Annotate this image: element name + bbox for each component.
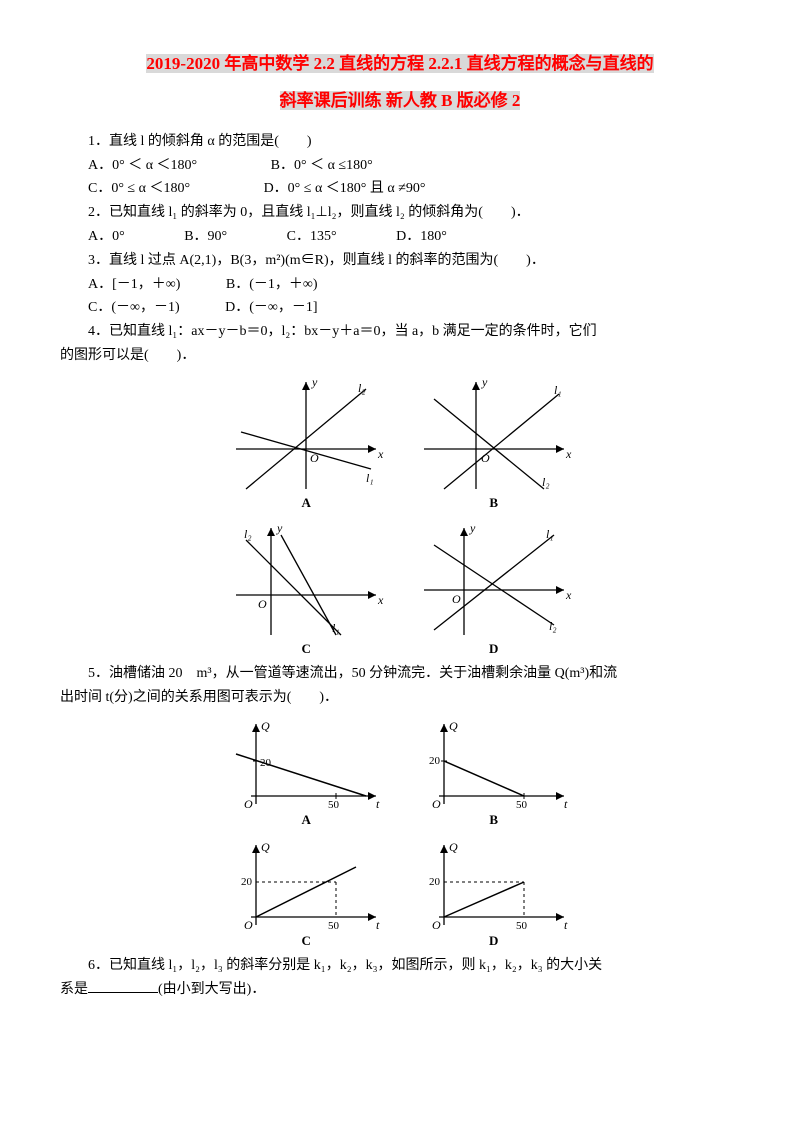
q1-opts-cd: C．0° ≤ α ＜180° D．0° ≤ α ＜180° 且 α ≠90° xyxy=(60,177,740,201)
svg-text:l₂: l₂ xyxy=(549,619,557,633)
svg-text:y: y xyxy=(311,375,318,389)
svg-text:y: y xyxy=(469,521,476,535)
q4-label-a: A xyxy=(226,492,386,514)
q5-fig-d: Q t O 20 50 xyxy=(414,837,574,932)
title-line1: 2019-2020 年高中数学 2.2 直线的方程 2.2.1 直线方程的概念与… xyxy=(146,54,653,73)
q5-figs-row2: Q t O 20 50 C Q t xyxy=(60,837,740,952)
q2-a: A．0° xyxy=(88,229,125,244)
q2-c: C．135° xyxy=(287,229,337,244)
q5-stem-pre: 5．油槽储油 20 m³，从一管道等速流出，50 分钟流完．关于油槽剩余油量 Q… xyxy=(60,662,740,686)
q2-b: B．90° xyxy=(184,229,227,244)
q5-label-a: A xyxy=(226,809,386,831)
q4-fig-c: x y O l₂ l₁ xyxy=(226,520,386,640)
svg-text:Q: Q xyxy=(261,719,270,733)
q6-stem-post: 系是 xyxy=(60,982,88,997)
q6-stem-pre: 6．已知直线 l₁，l₂，l₃ 的斜率分别是 k₁，k₂，k₃，如图所示，则 k… xyxy=(60,954,740,978)
svg-text:l₁: l₁ xyxy=(546,527,554,541)
q5-fig-b: Q t O 20 50 xyxy=(414,716,574,811)
q1-opts-ab: A．0° ＜ α ＜180° B．0° ＜ α ≤180° xyxy=(60,154,740,178)
q4-fig-d: x y O l₁ l₂ xyxy=(414,520,574,640)
q5-stem-post: 出时间 t(分)之间的关系用图可表示为( )． xyxy=(60,686,740,710)
svg-text:x: x xyxy=(377,447,384,461)
q3-d: D．(－∞，－1] xyxy=(225,300,317,315)
q4-stem-post: 的图形可以是( )． xyxy=(60,344,740,368)
q4-figs-row2: x y O l₂ l₁ C x y O xyxy=(60,520,740,660)
q4-label-d: D xyxy=(414,638,574,660)
q5-fig-c: Q t O 20 50 xyxy=(226,837,386,932)
svg-text:50: 50 xyxy=(516,799,528,811)
q4-figs-row1: x y O l₂ l₁ A x y O xyxy=(60,374,740,514)
q2-d: D．180° xyxy=(396,229,447,244)
q4-fig-a: x y O l₂ l₁ xyxy=(226,374,386,494)
q3-stem: 3．直线 l 过点 A(2,1)，B(3，m²)(m∈R)，则直线 l 的斜率的… xyxy=(60,249,740,273)
q6-stem-tail: (由小到大写出)． xyxy=(158,982,265,997)
q6-line2: 系是 (由小到大写出)． xyxy=(60,978,740,1002)
q3-a: A．[－1，＋∞) xyxy=(88,277,180,292)
q3-c: C．(－∞，－1) xyxy=(88,300,180,315)
svg-text:20: 20 xyxy=(241,876,253,888)
q1-d: D．0° ≤ α ＜180° 且 α ≠90° xyxy=(264,181,426,196)
q1-stem: 1．直线 l 的倾斜角 α 的范围是( ) xyxy=(60,130,740,154)
svg-text:l₁: l₁ xyxy=(554,383,562,397)
svg-text:20: 20 xyxy=(429,876,441,888)
svg-text:O: O xyxy=(432,797,441,811)
q3-opts-ab: A．[－1，＋∞) B．(－1，＋∞) xyxy=(60,273,740,297)
svg-text:Q: Q xyxy=(261,840,270,854)
svg-text:O: O xyxy=(244,918,253,932)
svg-text:O: O xyxy=(244,797,253,811)
title-line2: 斜率课后训练 新人教 B 版必修 2 xyxy=(280,91,521,110)
q5-label-b: B xyxy=(414,809,574,831)
svg-text:l₂: l₂ xyxy=(358,381,366,395)
svg-text:50: 50 xyxy=(328,799,340,811)
q1-a: A．0° ＜ α ＜180° xyxy=(88,158,197,173)
svg-text:y: y xyxy=(276,521,283,535)
q5-label-c: C xyxy=(226,930,386,952)
svg-text:50: 50 xyxy=(516,920,528,932)
svg-text:l₂: l₂ xyxy=(244,527,252,541)
q4-label-b: B xyxy=(414,492,574,514)
q5-figs-row1: Q t O 20 50 A Q t xyxy=(60,716,740,831)
svg-text:Q: Q xyxy=(449,719,458,733)
svg-text:O: O xyxy=(258,597,267,611)
q3-b: B．(－1，＋∞) xyxy=(226,277,318,292)
q2-opts: A．0° B．90° C．135° D．180° xyxy=(60,225,740,249)
q5-label-d: D xyxy=(414,930,574,952)
svg-text:Q: Q xyxy=(449,840,458,854)
svg-text:l₁: l₁ xyxy=(366,471,374,485)
svg-text:O: O xyxy=(432,918,441,932)
q1-c: C．0° ≤ α ＜180° xyxy=(88,181,190,196)
svg-text:x: x xyxy=(565,588,572,602)
svg-text:l₂: l₂ xyxy=(542,475,550,489)
svg-text:20: 20 xyxy=(429,755,441,767)
svg-text:l₁: l₁ xyxy=(332,621,340,635)
q4-stem-pre: 4．已知直线 l₁：ax－y－b＝0，l₂：bx－y＋a＝0，当 a，b 满足一… xyxy=(60,320,740,344)
q5-fig-a: Q t O 20 50 xyxy=(226,716,386,811)
svg-text:O: O xyxy=(452,592,461,606)
svg-text:50: 50 xyxy=(328,920,340,932)
q2-stem: 2．已知直线 l₁ 的斜率为 0，且直线 l₁⊥l₂，则直线 l₂ 的倾斜角为(… xyxy=(60,201,740,225)
q4-label-c: C xyxy=(226,638,386,660)
svg-text:20: 20 xyxy=(260,757,272,769)
q6-blank xyxy=(88,979,158,993)
q3-opts-cd: C．(－∞，－1) D．(－∞，－1] xyxy=(60,296,740,320)
svg-text:x: x xyxy=(377,593,384,607)
svg-text:y: y xyxy=(481,375,488,389)
svg-text:x: x xyxy=(565,447,572,461)
q1-b: B．0° ＜ α ≤180° xyxy=(271,158,373,173)
q4-fig-b: x y O l₁ l₂ xyxy=(414,374,574,494)
